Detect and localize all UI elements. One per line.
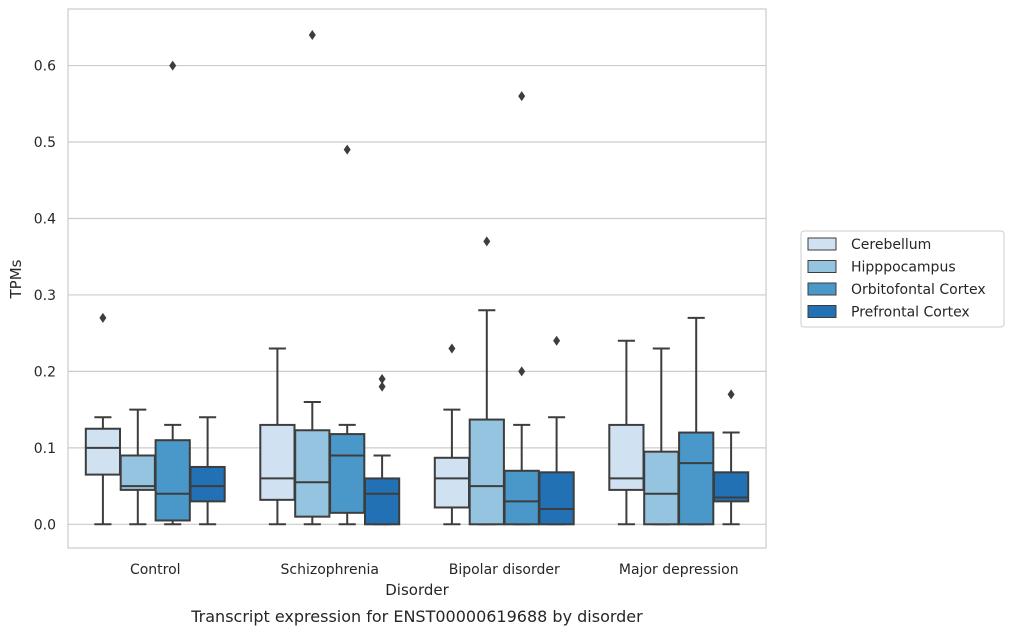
x-axis-label: Disorder bbox=[385, 581, 449, 599]
box-body bbox=[119, 454, 156, 491]
outlier-point bbox=[553, 335, 561, 346]
box-body bbox=[189, 465, 226, 503]
box-0-2 bbox=[154, 60, 191, 526]
box-body bbox=[329, 433, 366, 514]
x-tick-label: Schizophrenia bbox=[281, 562, 379, 578]
box-1-2 bbox=[329, 144, 366, 526]
y-tick-label: 0.0 bbox=[34, 517, 56, 533]
outlier-point bbox=[169, 60, 177, 71]
box-1-0 bbox=[259, 347, 296, 526]
legend-label: Orbitofontal Cortex bbox=[851, 282, 986, 298]
box-2-3 bbox=[538, 335, 575, 526]
box-plots bbox=[84, 29, 750, 526]
legend-label: Hipppocampus bbox=[851, 260, 956, 276]
outlier-point bbox=[518, 366, 526, 377]
y-tick-label: 0.4 bbox=[34, 211, 56, 227]
y-tick-label: 0.6 bbox=[34, 59, 56, 75]
x-tick-label: Control bbox=[130, 562, 181, 578]
box-body bbox=[643, 450, 680, 526]
chart-caption: Transcript expression for ENST0000061968… bbox=[190, 607, 643, 626]
box-2-2 bbox=[503, 91, 540, 526]
legend-swatch bbox=[807, 237, 837, 251]
box-body bbox=[433, 456, 471, 509]
legend: Cerebellum Hipppocampus Orbitofontal Corte… bbox=[800, 230, 1005, 328]
outlier-point bbox=[378, 374, 386, 385]
outlier-point bbox=[343, 144, 351, 155]
box-body bbox=[154, 439, 191, 522]
y-tick-label: 0.5 bbox=[34, 135, 56, 151]
outlier-point bbox=[448, 343, 456, 354]
x-tick-label: Bipolar disorder bbox=[449, 562, 560, 578]
box-1-3 bbox=[363, 374, 401, 526]
box-0-1 bbox=[119, 408, 156, 526]
legend-label: Prefrontal Cortex bbox=[851, 305, 970, 321]
legend-swatch bbox=[807, 282, 837, 296]
box-body bbox=[503, 469, 540, 526]
y-tick-label: 0.2 bbox=[34, 364, 56, 380]
x-tick-labels: Control Schizophrenia Bipolar disorder Majo… bbox=[130, 562, 739, 578]
box-1-1 bbox=[294, 29, 331, 526]
outlier-point bbox=[99, 312, 107, 323]
plot-frame bbox=[67, 8, 767, 549]
box-2-1 bbox=[468, 236, 505, 526]
box-0-3 bbox=[189, 416, 226, 526]
box-body bbox=[608, 423, 645, 491]
box-body bbox=[538, 471, 575, 526]
y-tick-labels: 0.0 0.1 0.2 0.3 0.4 0.5 0.6 bbox=[34, 59, 56, 534]
y-tick-label: 0.3 bbox=[34, 288, 56, 304]
outlier-point bbox=[483, 236, 491, 247]
y-tick-label: 0.1 bbox=[34, 441, 56, 457]
box-body bbox=[678, 431, 715, 526]
x-tick-label: Major depression bbox=[619, 562, 739, 578]
legend-swatch bbox=[807, 305, 837, 318]
legend-swatch bbox=[807, 260, 837, 273]
box-0-0 bbox=[84, 312, 122, 526]
outlier-point bbox=[518, 91, 526, 102]
y-axis-label: TPMs bbox=[7, 259, 25, 299]
box-body bbox=[294, 429, 331, 518]
box-body bbox=[468, 418, 505, 526]
box-body bbox=[712, 471, 750, 503]
box-3-0 bbox=[608, 339, 645, 526]
box-3-1 bbox=[643, 347, 680, 526]
outlier-point bbox=[378, 381, 386, 392]
legend-label: Cerebellum bbox=[851, 237, 931, 253]
legend-frame bbox=[800, 230, 1005, 328]
outlier-point bbox=[727, 389, 735, 400]
box-3-3 bbox=[712, 389, 750, 526]
box-body bbox=[84, 427, 122, 476]
box-2-0 bbox=[433, 343, 471, 526]
box-body bbox=[363, 477, 401, 526]
box-3-2 bbox=[678, 316, 715, 526]
outlier-point bbox=[308, 29, 316, 40]
box-body bbox=[259, 423, 296, 501]
